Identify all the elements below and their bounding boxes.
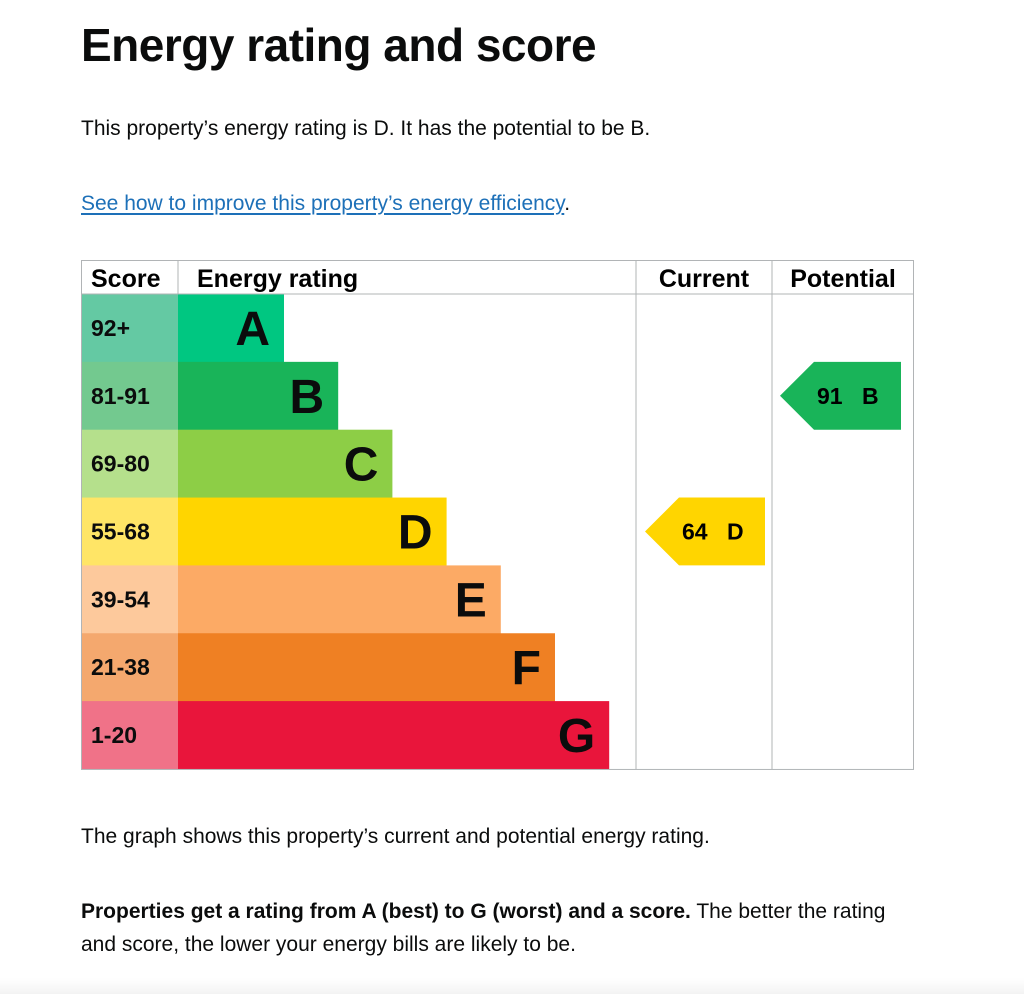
rating-bar-f <box>178 633 555 702</box>
header-score: Score <box>91 265 161 293</box>
page-title: Energy rating and score <box>81 19 597 71</box>
rating-letter: E <box>455 574 487 627</box>
link-suffix: . <box>564 192 571 215</box>
rating-letter: B <box>290 371 325 424</box>
page-bottom-edge <box>0 978 1024 994</box>
rating-letter: C <box>344 439 379 492</box>
improve-paragraph: See how to improve this property’s energ… <box>81 187 570 220</box>
rating-info-bold: Properties get a rating from A (best) to… <box>81 900 691 923</box>
rating-info: Properties get a rating from A (best) to… <box>81 895 921 961</box>
improve-efficiency-link[interactable]: See how to improve this property’s energ… <box>81 192 565 215</box>
current-score: 64 <box>682 518 708 544</box>
rating-bar-a <box>178 294 284 363</box>
header-energy-rating: Energy rating <box>197 265 358 293</box>
rating-bar-d <box>178 497 447 566</box>
score-cell-f <box>81 633 178 702</box>
potential-rating-arrow <box>780 361 901 430</box>
header-potential: Potential <box>790 265 896 293</box>
rating-info-rest: The better the rating and score, the low… <box>81 900 886 956</box>
potential-letter: B <box>862 383 879 409</box>
score-cell-e <box>81 565 178 634</box>
score-range: 1-20 <box>91 722 137 748</box>
rating-bar-e <box>178 565 501 634</box>
score-range: 21-38 <box>91 654 150 680</box>
header-current: Current <box>659 265 750 293</box>
current-rating-arrow <box>645 497 765 566</box>
table-border <box>81 260 914 770</box>
score-cell-g <box>81 701 178 770</box>
score-range: 92+ <box>91 315 130 341</box>
score-cell-c <box>81 429 178 499</box>
score-range: 69-80 <box>91 451 150 477</box>
potential-score: 91 <box>817 383 843 409</box>
intro-text: This property’s energy rating is D. It h… <box>81 117 651 140</box>
score-range: 39-54 <box>91 586 150 612</box>
energy-rating-graph: 92+ A 81-91 B 69-80 C 55-68 D 39-54 E 21-38 F 1-20 G S… <box>81 260 914 770</box>
rating-letter: F <box>512 642 541 695</box>
rating-letter: A <box>235 303 270 356</box>
score-range: 55-68 <box>91 518 150 544</box>
rating-bar-b <box>178 361 339 431</box>
rating-letter: G <box>558 710 595 763</box>
score-cell-a <box>81 294 178 363</box>
graph-note: The graph shows this property’s current … <box>81 825 710 848</box>
score-cell-b <box>81 361 178 431</box>
score-range: 81-91 <box>91 383 150 409</box>
rating-bar-c <box>178 429 393 499</box>
current-letter: D <box>727 518 744 544</box>
rating-bar-g <box>178 701 610 770</box>
score-cell-d <box>81 497 178 566</box>
rating-letter: D <box>398 506 433 559</box>
